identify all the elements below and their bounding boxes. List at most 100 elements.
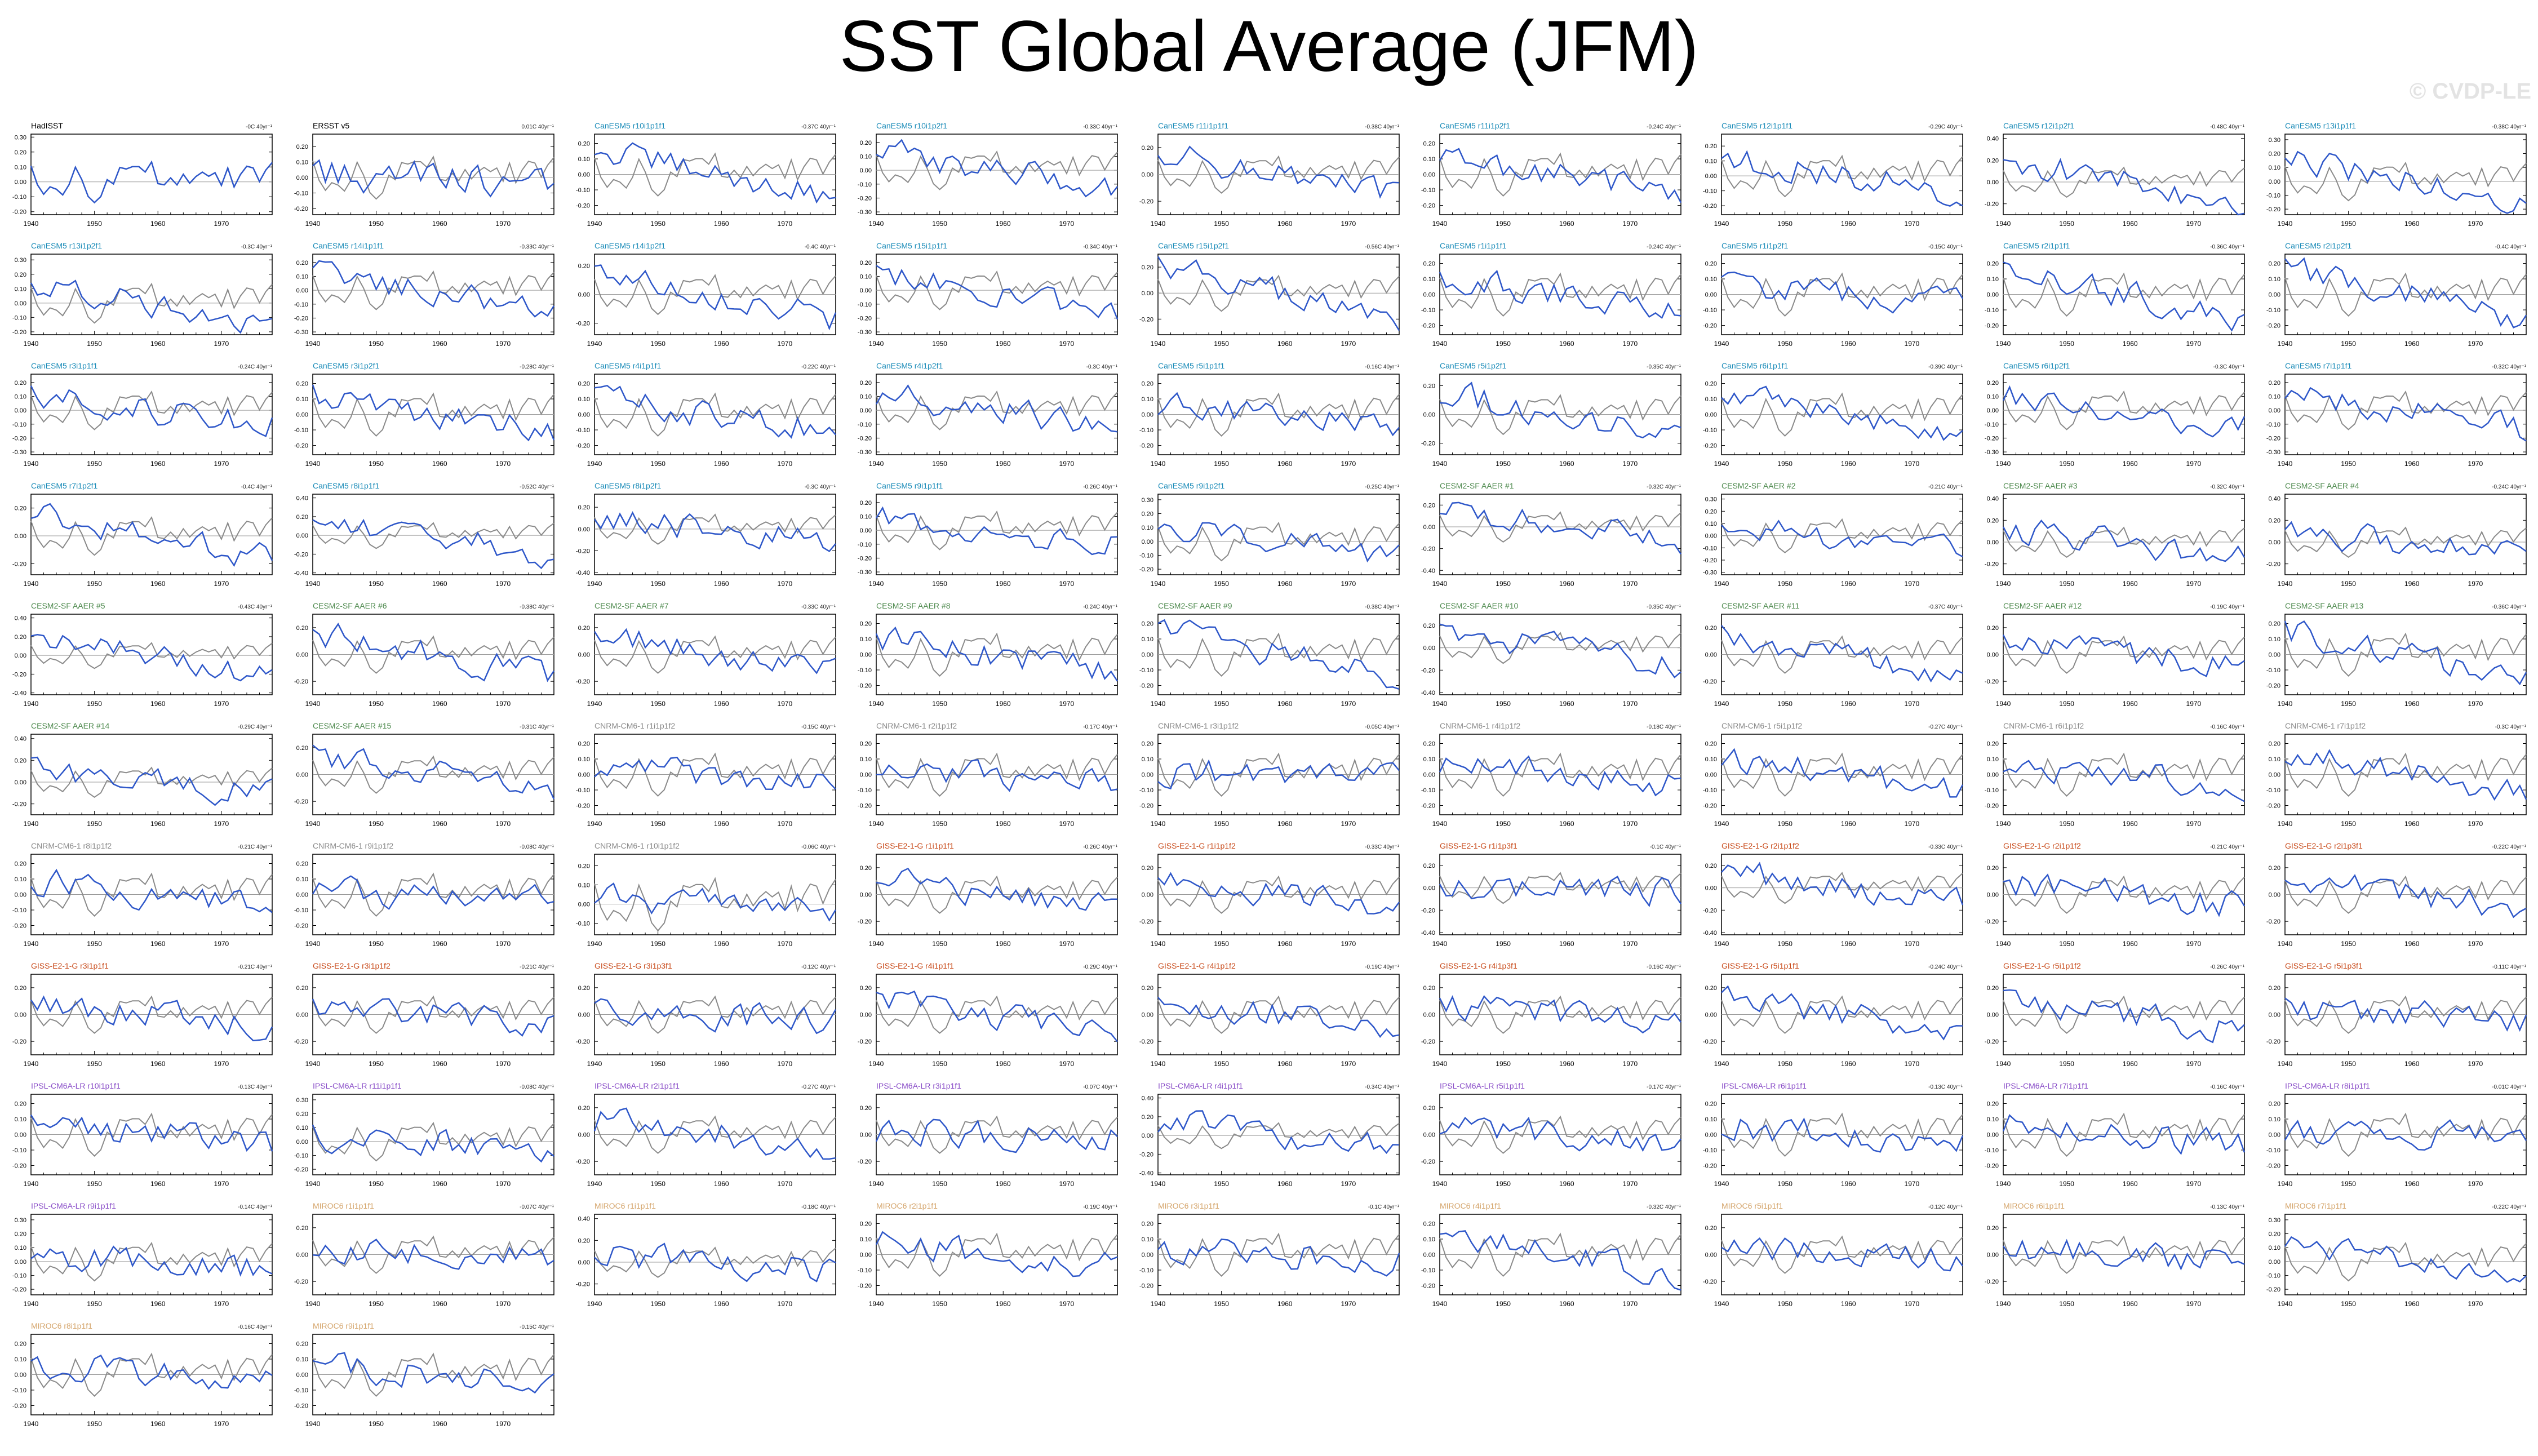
y-tick-label: 0.20 [15,985,26,992]
y-tick-label: 0.20 [860,985,872,992]
member-line [312,1124,554,1163]
y-tick-label: -0.10 [2266,421,2280,428]
y-tick-label: 0.10 [860,636,872,643]
x-tick-label: 1970 [2468,340,2483,348]
trend-label: -0.4C 40yr⁻¹ [2495,244,2527,250]
y-tick-label: -0.40 [576,570,590,576]
y-tick-label: -0.10 [1139,552,1153,559]
y-tick-label: 0.20 [2269,380,2280,387]
member-line [594,142,836,204]
panel-frame [2284,494,2527,575]
x-tick-label: 1950 [1214,460,1229,468]
panel-title: HadISST [31,121,63,130]
y-tick-label: 0.00 [15,300,26,307]
observed-line [312,995,554,1034]
trend-label: -0.18C 40yr⁻¹ [801,1204,836,1210]
panel-title: MIROC6 r7i1p1f1 [2285,1201,2346,1210]
y-tick-label: 0.20 [2269,621,2280,628]
x-tick-label: 1950 [650,820,665,828]
trend-label: -0.38C 40yr⁻¹ [520,604,554,610]
member-line [30,1354,273,1390]
x-tick-label: 1950 [650,460,665,468]
x-tick-label: 1960 [2404,460,2420,468]
y-tick-label: -0.20 [294,798,308,805]
y-tick-label: -0.20 [2266,323,2280,330]
member-line [1721,625,1963,683]
trend-label: -0.35C 40yr⁻¹ [1647,604,1681,610]
y-tick-label: -0.10 [576,427,590,434]
trend-label: -0.26C 40yr⁻¹ [1083,844,1118,850]
trend-label: -0.12C 40yr⁻¹ [801,964,836,970]
y-tick-label: 0.20 [1987,865,1999,872]
x-tick-label: 1970 [1623,580,1638,588]
x-tick-label: 1940 [305,340,321,348]
trend-label: -0.21C 40yr⁻¹ [520,964,554,970]
x-tick-label: 1960 [1559,1180,1574,1188]
y-tick-label: -0.10 [294,427,308,434]
x-tick-label: 1970 [778,580,793,588]
x-tick-label: 1950 [650,340,665,348]
x-tick-label: 1960 [2123,820,2138,828]
x-tick-label: 1960 [1841,1300,1856,1308]
y-tick-label: -0.20 [12,671,26,678]
x-tick-label: 1950 [1777,460,1792,468]
member-line [594,384,836,439]
observed-line [1157,752,1400,797]
observed-line [1721,752,1963,797]
y-tick-label: -0.10 [1985,421,1999,428]
trend-label: -0.19C 40yr⁻¹ [1365,964,1400,970]
panel-title: GISS-E2-1-G r1i1p1f1 [876,841,954,850]
x-tick-label: 1950 [1214,940,1229,948]
panel-title: GISS-E2-1-G r1i1p1f2 [1158,841,1236,850]
observed-line [1157,1122,1400,1149]
x-tick-label: 1950 [650,580,665,588]
y-tick-label: 0.20 [1987,517,1999,524]
panel-frame [876,374,1118,455]
panel: CNRM-CM6-1 r9i1p1f2 -0.08C 40yr⁻¹ 0.20 0.10… [294,841,554,948]
panel-title: CNRM-CM6-1 r8i1p1f2 [31,841,112,850]
panel: CanESM5 r11i1p1f1 -0.38C 40yr⁻¹ 0.20 0.00 -0… [1139,121,1400,228]
x-tick-label: 1950 [369,220,384,228]
observed-line [2003,995,2245,1034]
panel-title: CNRM-CM6-1 r6i1p1f2 [2003,721,2084,730]
observed-line [2003,1112,2245,1157]
x-tick-label: 1950 [369,1420,384,1428]
y-tick-label: -0.10 [858,787,872,794]
y-tick-label: -0.20 [858,315,872,322]
x-tick-label: 1940 [869,220,884,228]
x-tick-label: 1950 [932,340,947,348]
x-tick-label: 1960 [432,1180,447,1188]
x-tick-label: 1940 [1996,1060,2011,1068]
y-tick-label: 0.10 [15,1245,26,1251]
y-tick-label: -0.40 [1139,1170,1153,1177]
panel-frame [312,1094,554,1175]
x-tick-label: 1950 [369,820,384,828]
y-tick-label: 0.00 [860,892,872,899]
x-tick-label: 1940 [1714,940,1729,948]
observed-line [1157,155,1400,194]
observed-line [594,392,836,437]
panel-frame [312,254,554,335]
member-line [1721,862,1964,906]
x-tick-label: 1960 [996,580,1011,588]
x-tick-label: 1950 [650,1060,665,1068]
y-tick-label: 0.00 [1987,1012,1999,1019]
x-tick-label: 1970 [1623,340,1638,348]
observed-line [876,270,1118,310]
panel: IPSL-CM6A-LR r4i1p1f1 -0.34C 40yr⁻¹ 0.40 0.… [1139,1081,1400,1188]
y-tick-label: -0.20 [1421,546,1435,553]
x-tick-label: 1970 [778,220,793,228]
member-line [2003,760,2245,802]
panel-frame [30,614,273,695]
panel-title: CanESM5 r9i1p2f1 [1158,481,1225,490]
x-tick-label: 1960 [150,220,166,228]
y-tick-label: 0.10 [860,393,872,400]
panel-title: CanESM5 r10i1p2f1 [876,121,947,130]
y-tick-label: -0.20 [12,1286,26,1293]
x-tick-label: 1940 [587,580,602,588]
panel-title: CNRM-CM6-1 r10i1p1f2 [594,841,680,850]
member-line [1157,256,1400,331]
observed-line [2003,875,2245,914]
trend-label: -0.13C 40yr⁻¹ [1928,1084,1963,1090]
trend-label: -0.18C 40yr⁻¹ [1647,724,1681,730]
